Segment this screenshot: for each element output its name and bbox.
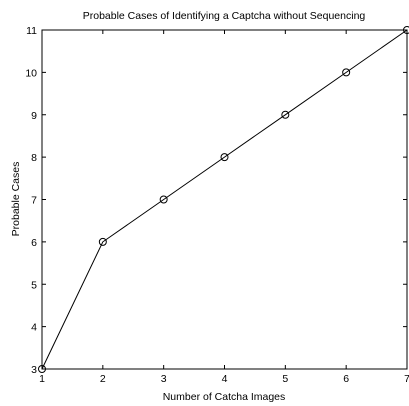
data-point bbox=[342, 68, 351, 77]
x-tick-label: 6 bbox=[343, 373, 349, 385]
series-line bbox=[41, 29, 408, 370]
y-tick-label: 5 bbox=[31, 279, 37, 291]
y-tick-label: 10 bbox=[25, 67, 37, 79]
x-axis-ticks: 1 2 3 4 5 6 7 bbox=[39, 30, 409, 385]
x-tick-label: 4 bbox=[222, 373, 228, 385]
y-tick-label: 3 bbox=[31, 364, 37, 376]
x-tick-label: 7 bbox=[404, 373, 409, 385]
y-tick-label: 9 bbox=[31, 110, 37, 122]
data-point bbox=[38, 365, 46, 373]
x-tick-label: 5 bbox=[282, 373, 288, 385]
y-tick-label: 4 bbox=[31, 322, 37, 334]
x-tick-label: 3 bbox=[161, 373, 167, 385]
data-point bbox=[281, 110, 290, 119]
y-tick-label: 7 bbox=[31, 195, 37, 207]
x-tick-label: 2 bbox=[100, 373, 106, 385]
y-tick-label: 6 bbox=[31, 237, 37, 249]
y-axis-ticks: 3 4 5 6 7 8 9 10 11 bbox=[25, 25, 407, 376]
data-point bbox=[159, 195, 168, 204]
chart-title: Probable Cases of Identifying a Captcha … bbox=[83, 10, 366, 22]
data-point bbox=[220, 153, 229, 162]
y-tick-label: 8 bbox=[31, 152, 37, 164]
data-point bbox=[403, 26, 409, 34]
series-group bbox=[38, 26, 409, 373]
data-point bbox=[98, 237, 107, 246]
y-axis-label: Probable Cases bbox=[10, 162, 22, 237]
x-axis-label: Number of Catcha Images bbox=[163, 391, 286, 403]
y-tick-label: 11 bbox=[26, 25, 37, 37]
x-tick-label: 1 bbox=[39, 373, 45, 385]
plot-frame bbox=[41, 29, 408, 370]
